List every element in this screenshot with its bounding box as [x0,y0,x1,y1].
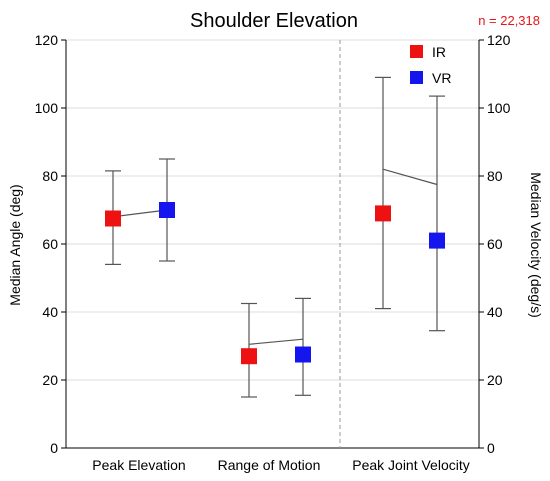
y-tick-label: 120 [35,32,59,48]
legend-label: IR [432,44,446,60]
y-tick-label: 100 [35,100,59,116]
y-axis-title: Median Angle (deg) [7,184,23,305]
y-tick-label: 80 [42,168,58,184]
y2-tick-label: 80 [487,168,503,184]
data-point [105,210,121,227]
series-ir [105,76,391,398]
x-category-label: Peak Elevation [92,457,185,473]
legend-label: VR [432,70,451,86]
y2-tick-label: 120 [487,32,511,48]
y-tick-label: 40 [42,304,58,320]
y2-axis-title: Median Velocity (deg/s) [528,172,544,318]
sample-size-note: n = 22,318 [478,13,540,28]
data-point [429,232,445,249]
connector-line [248,338,304,345]
y2-tick-label: 40 [487,304,503,320]
y2-tick-label: 60 [487,236,503,252]
legend-swatch [410,71,423,84]
y-tick-label: 60 [42,236,58,252]
tick-labels: 0 20 40 60 80 100 120 0 20 40 60 80 100 120 Peak Eleva… [35,32,511,473]
axes [61,39,484,449]
y2-tick-label: 100 [487,100,511,116]
y2-tick-label: 0 [487,440,495,456]
legend: IR VR [410,44,451,86]
connector-line [382,168,438,186]
x-category-label: Range of Motion [218,457,321,473]
y-tick-label: 0 [50,440,58,456]
chart-title: Shoulder Elevation [190,10,358,32]
x-category-label: Peak Joint Velocity [352,457,470,473]
data-point [159,202,175,218]
data-series [105,76,445,398]
series-vr [159,95,445,396]
connector-line [112,209,168,218]
y2-tick-label: 20 [487,372,503,388]
data-point [375,205,391,222]
grid-lines [66,39,479,381]
y-tick-label: 20 [42,372,58,388]
data-point [241,348,257,365]
data-point [295,346,311,363]
legend-swatch [410,45,423,58]
